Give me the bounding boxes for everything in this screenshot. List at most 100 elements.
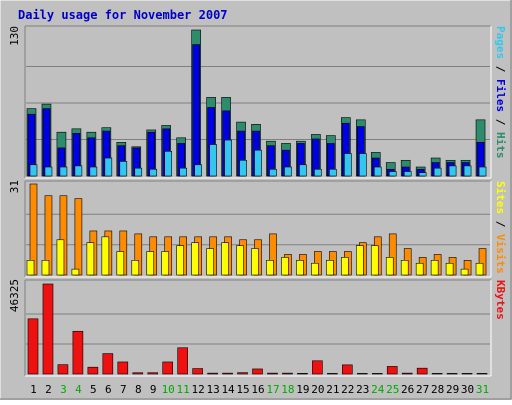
bar-kbytes	[102, 353, 114, 375]
bar-pages	[29, 164, 38, 177]
bar-sites	[176, 245, 184, 276]
bar-kbytes	[222, 372, 233, 375]
bar-kbytes	[162, 361, 174, 375]
bar-pages	[463, 165, 472, 177]
right-legend: KBytes	[494, 280, 507, 320]
bar-pages	[388, 171, 397, 177]
bar-sites	[146, 251, 155, 276]
bar-sites	[355, 245, 364, 276]
y-max-label: 31	[8, 180, 21, 193]
panel-3: 46325 KBytes	[8, 279, 507, 377]
x-tick-label: 7	[120, 383, 127, 396]
bar-pages	[403, 171, 412, 177]
bar-sites	[191, 242, 199, 276]
bar-pages	[59, 166, 68, 177]
x-tick-label: 27	[416, 383, 429, 396]
bar-pages	[164, 150, 173, 177]
bar-kbytes	[401, 372, 413, 375]
bar-kbytes	[207, 372, 218, 375]
x-tick-label: 1	[30, 383, 37, 396]
bar-kbytes	[342, 364, 353, 375]
x-tick-label: 11	[177, 383, 190, 396]
right-legend-visits: Visits	[494, 234, 507, 274]
bar-pages	[418, 172, 427, 177]
bar-pages	[89, 166, 98, 177]
bar-kbytes	[267, 372, 278, 375]
bar-pages	[433, 167, 442, 177]
bar-pages	[269, 168, 277, 177]
bar-sites	[56, 239, 65, 276]
x-tick-label: 23	[356, 383, 369, 396]
bar-sites	[26, 260, 35, 276]
panel-1: 130 Pages / Files / Hits	[8, 25, 507, 179]
x-tick-label: 8	[135, 383, 142, 396]
x-tick-label: 6	[105, 383, 112, 396]
right-legend-separator: /	[494, 112, 507, 132]
bar-kbytes	[177, 347, 188, 375]
x-tick-label: 12	[192, 383, 205, 396]
bar-kbytes	[57, 364, 69, 375]
x-tick-label: 30	[461, 383, 474, 396]
bar-pages	[119, 161, 128, 177]
bar-pages	[344, 153, 352, 177]
x-tick-label: 20	[311, 383, 324, 396]
chart-title: Daily usage for November 2007	[18, 8, 228, 22]
bar-kbytes	[252, 368, 263, 375]
x-tick-label: 2	[45, 383, 52, 396]
bar-pages	[329, 168, 337, 177]
bar-sites	[370, 245, 379, 276]
bar-pages	[299, 164, 307, 177]
x-tick-label: 22	[341, 383, 354, 396]
bar-sites	[430, 260, 439, 276]
x-tick-label: 26	[401, 383, 414, 396]
bar-pages	[134, 167, 143, 177]
bar-sites	[251, 248, 259, 276]
bar-kbytes	[327, 373, 338, 375]
bar-sites	[311, 262, 319, 276]
bar-sites	[131, 260, 140, 276]
bar-pages	[314, 168, 322, 177]
x-tick-label: 5	[90, 383, 97, 396]
bar-sites	[326, 260, 334, 276]
bar-sites	[236, 245, 244, 276]
bar-visits	[74, 198, 83, 276]
bar-sites	[221, 242, 229, 276]
bar-sites	[266, 260, 274, 276]
right-legend: Sites / Visits	[494, 181, 507, 274]
bar-files	[192, 44, 200, 177]
x-tick-label: 16	[251, 383, 264, 396]
bar-sites	[385, 257, 394, 276]
x-tick-label: 10	[162, 383, 175, 396]
bar-sites	[296, 260, 304, 276]
bar-pages	[194, 164, 202, 177]
bar-pages	[448, 165, 457, 177]
bar-kbytes	[386, 366, 398, 375]
bar-files	[42, 108, 51, 177]
bar-kbytes	[371, 373, 383, 375]
x-tick-label: 13	[206, 383, 219, 396]
bar-kbytes	[87, 366, 99, 375]
bar-pages	[149, 168, 158, 177]
x-tick-label: 19	[296, 383, 309, 396]
x-tick-label: 3	[60, 383, 67, 396]
bar-sites	[71, 268, 80, 276]
x-tick-label: 24	[371, 383, 385, 396]
bar-sites	[206, 248, 214, 276]
bar-pages	[478, 166, 487, 177]
bar-kbytes	[27, 318, 39, 375]
right-legend-files: Files	[494, 79, 507, 112]
bar-kbytes	[72, 330, 84, 375]
bar-pages	[284, 166, 292, 177]
bar-sites	[41, 260, 50, 276]
bar-kbytes	[297, 373, 308, 375]
bar-kbytes	[416, 367, 428, 375]
bar-pages	[239, 159, 247, 177]
bar-pages	[254, 149, 262, 177]
y-max-label: 130	[8, 26, 21, 46]
bar-sites	[341, 257, 349, 276]
bar-kbytes	[42, 283, 54, 375]
x-tick-label: 18	[281, 383, 294, 396]
bar-pages	[209, 144, 217, 177]
